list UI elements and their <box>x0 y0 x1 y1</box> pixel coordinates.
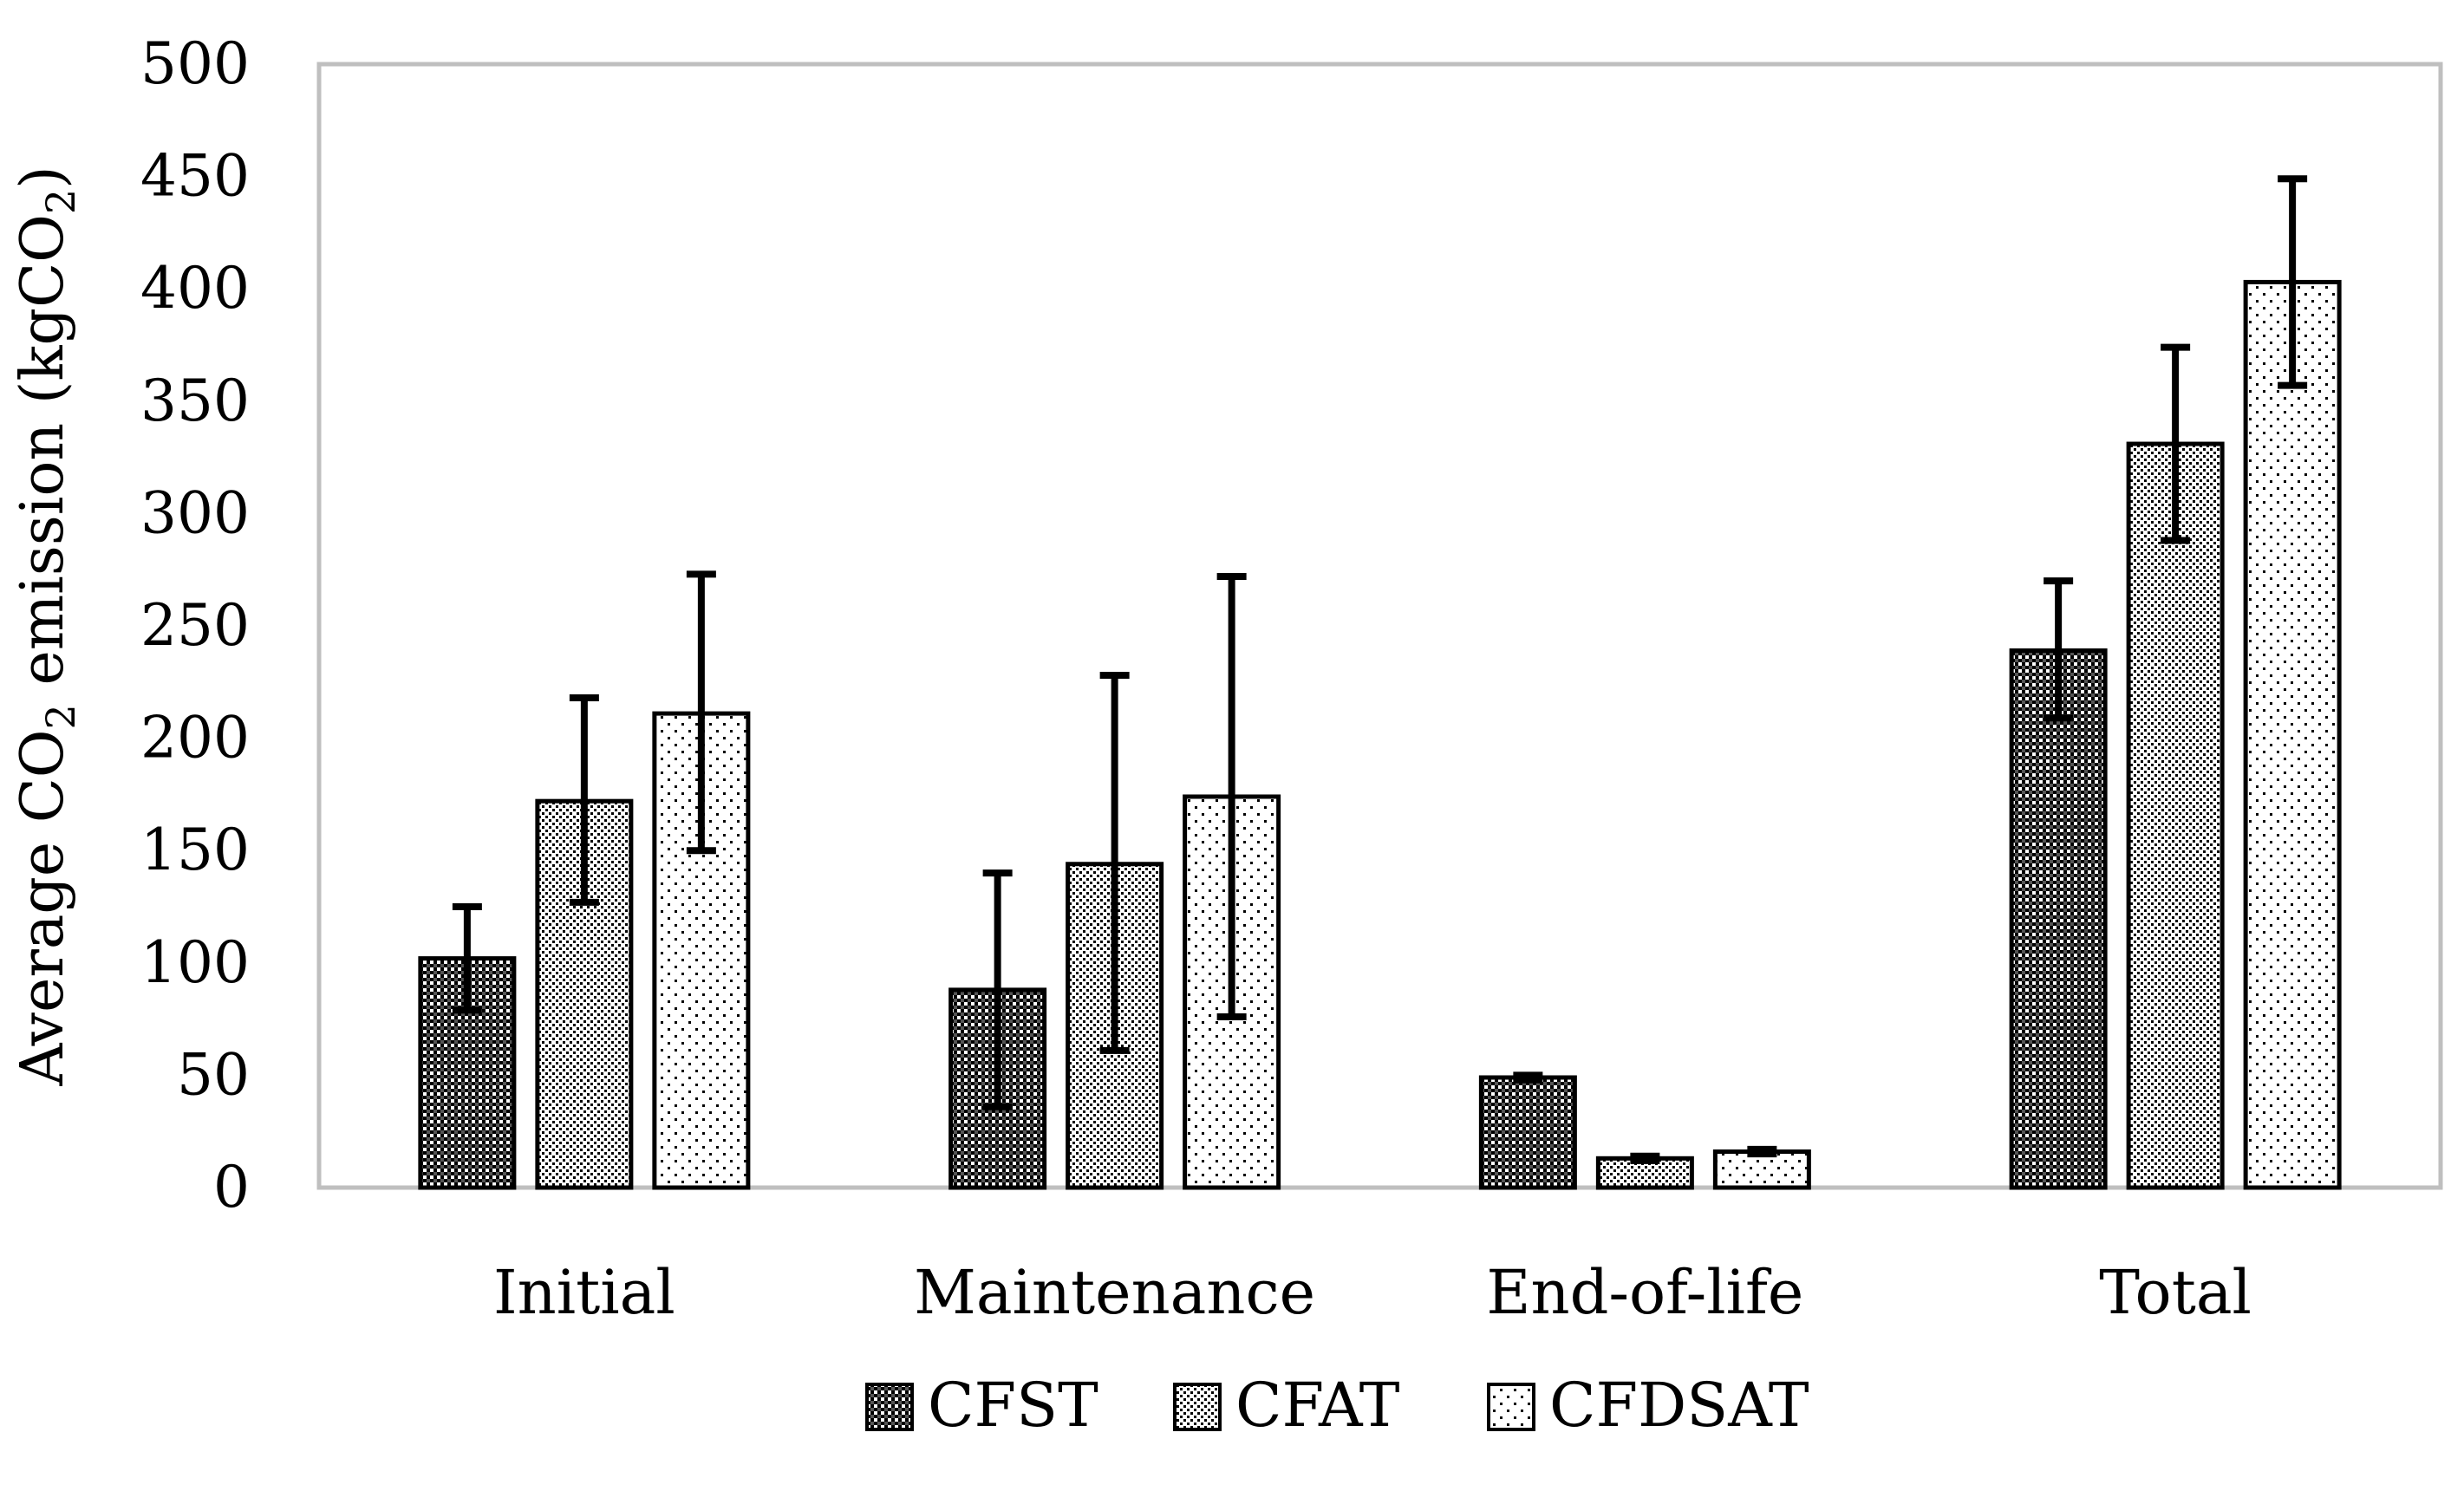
bar-cfst-end-of-life <box>1478 1075 1577 1190</box>
error-bar-cfat-end-of-life <box>1630 1152 1660 1164</box>
error-bar-cfdsat-end-of-life <box>1747 1145 1777 1158</box>
x-tick-label-end-of-life: End-of-life <box>1486 1257 1803 1328</box>
legend: CFST CFAT CFDSAT <box>865 1370 1809 1441</box>
y-axis-title-suffix: ) <box>9 166 77 189</box>
legend-item-cfst: CFST <box>865 1370 1098 1441</box>
error-bar-cfdsat-initial <box>686 570 716 855</box>
legend-swatch-cfat <box>1173 1383 1222 1431</box>
legend-item-cfdsat: CFDSAT <box>1487 1370 1809 1441</box>
y-axis-title-subscript-2: 2 <box>37 189 84 214</box>
error-bar-cfst-total <box>2044 577 2074 722</box>
x-tick-label-maintenance: Maintenance <box>914 1257 1315 1328</box>
x-tick-label-total: Total <box>2099 1257 2252 1328</box>
x-axis-category-labels: Initial Maintenance End-of-life Total <box>493 1257 2252 1328</box>
legend-swatch-cfdsat <box>1487 1383 1535 1431</box>
error-bar-cfst-initial <box>452 903 482 1014</box>
bar-cfdsat-end-of-life <box>1712 1149 1811 1190</box>
y-tick-label-100: 100 <box>140 929 250 996</box>
y-tick-label-300: 300 <box>140 479 250 546</box>
y-tick-label-250: 250 <box>140 592 250 659</box>
legend-label-cfdsat: CFDSAT <box>1549 1370 1809 1441</box>
y-tick-label-50: 50 <box>177 1041 250 1108</box>
x-tick-label-initial: Initial <box>493 1257 675 1328</box>
y-tick-label-500: 500 <box>140 30 250 97</box>
bar-cfat-total <box>2126 441 2225 1190</box>
error-bar-cfat-initial <box>569 693 599 906</box>
y-axis-title-subscript-1: 2 <box>37 704 84 729</box>
plot-area-frame <box>316 62 2443 1190</box>
bar-cfdsat-total <box>2243 279 2342 1190</box>
y-tick-label-350: 350 <box>140 368 250 434</box>
bar-cfst-total <box>2009 648 2108 1190</box>
legend-label-cfat: CFAT <box>1235 1370 1399 1441</box>
y-axis-title-middle: emission (kgCO <box>9 214 77 704</box>
y-tick-label-0: 0 <box>213 1154 250 1221</box>
y-tick-label-400: 400 <box>140 255 250 322</box>
error-bar-cfdsat-total <box>2278 175 2308 389</box>
y-axis-title-prefix: Average CO <box>9 729 77 1086</box>
legend-swatch-cfst <box>865 1383 914 1431</box>
error-bar-cfst-end-of-life <box>1513 1071 1543 1084</box>
y-axis-tick-labels: 0 50 100 150 200 250 300 350 400 450 500 <box>140 30 250 1221</box>
legend-item-cfat: CFAT <box>1173 1370 1399 1441</box>
legend-label-cfst: CFST <box>928 1370 1098 1441</box>
error-bar-cfst-maintenance <box>982 869 1013 1110</box>
y-tick-label-450: 450 <box>140 143 250 210</box>
y-tick-label-200: 200 <box>140 705 250 772</box>
error-bar-cfdsat-maintenance <box>1216 572 1247 1021</box>
error-bar-cfat-total <box>2161 343 2191 544</box>
error-bar-cfat-maintenance <box>1099 672 1130 1054</box>
bars-group <box>418 279 2342 1190</box>
y-tick-label-150: 150 <box>140 817 250 883</box>
error-bars-group <box>452 175 2308 1164</box>
y-axis-title: Average CO2 emission (kgCO2) <box>9 166 84 1086</box>
